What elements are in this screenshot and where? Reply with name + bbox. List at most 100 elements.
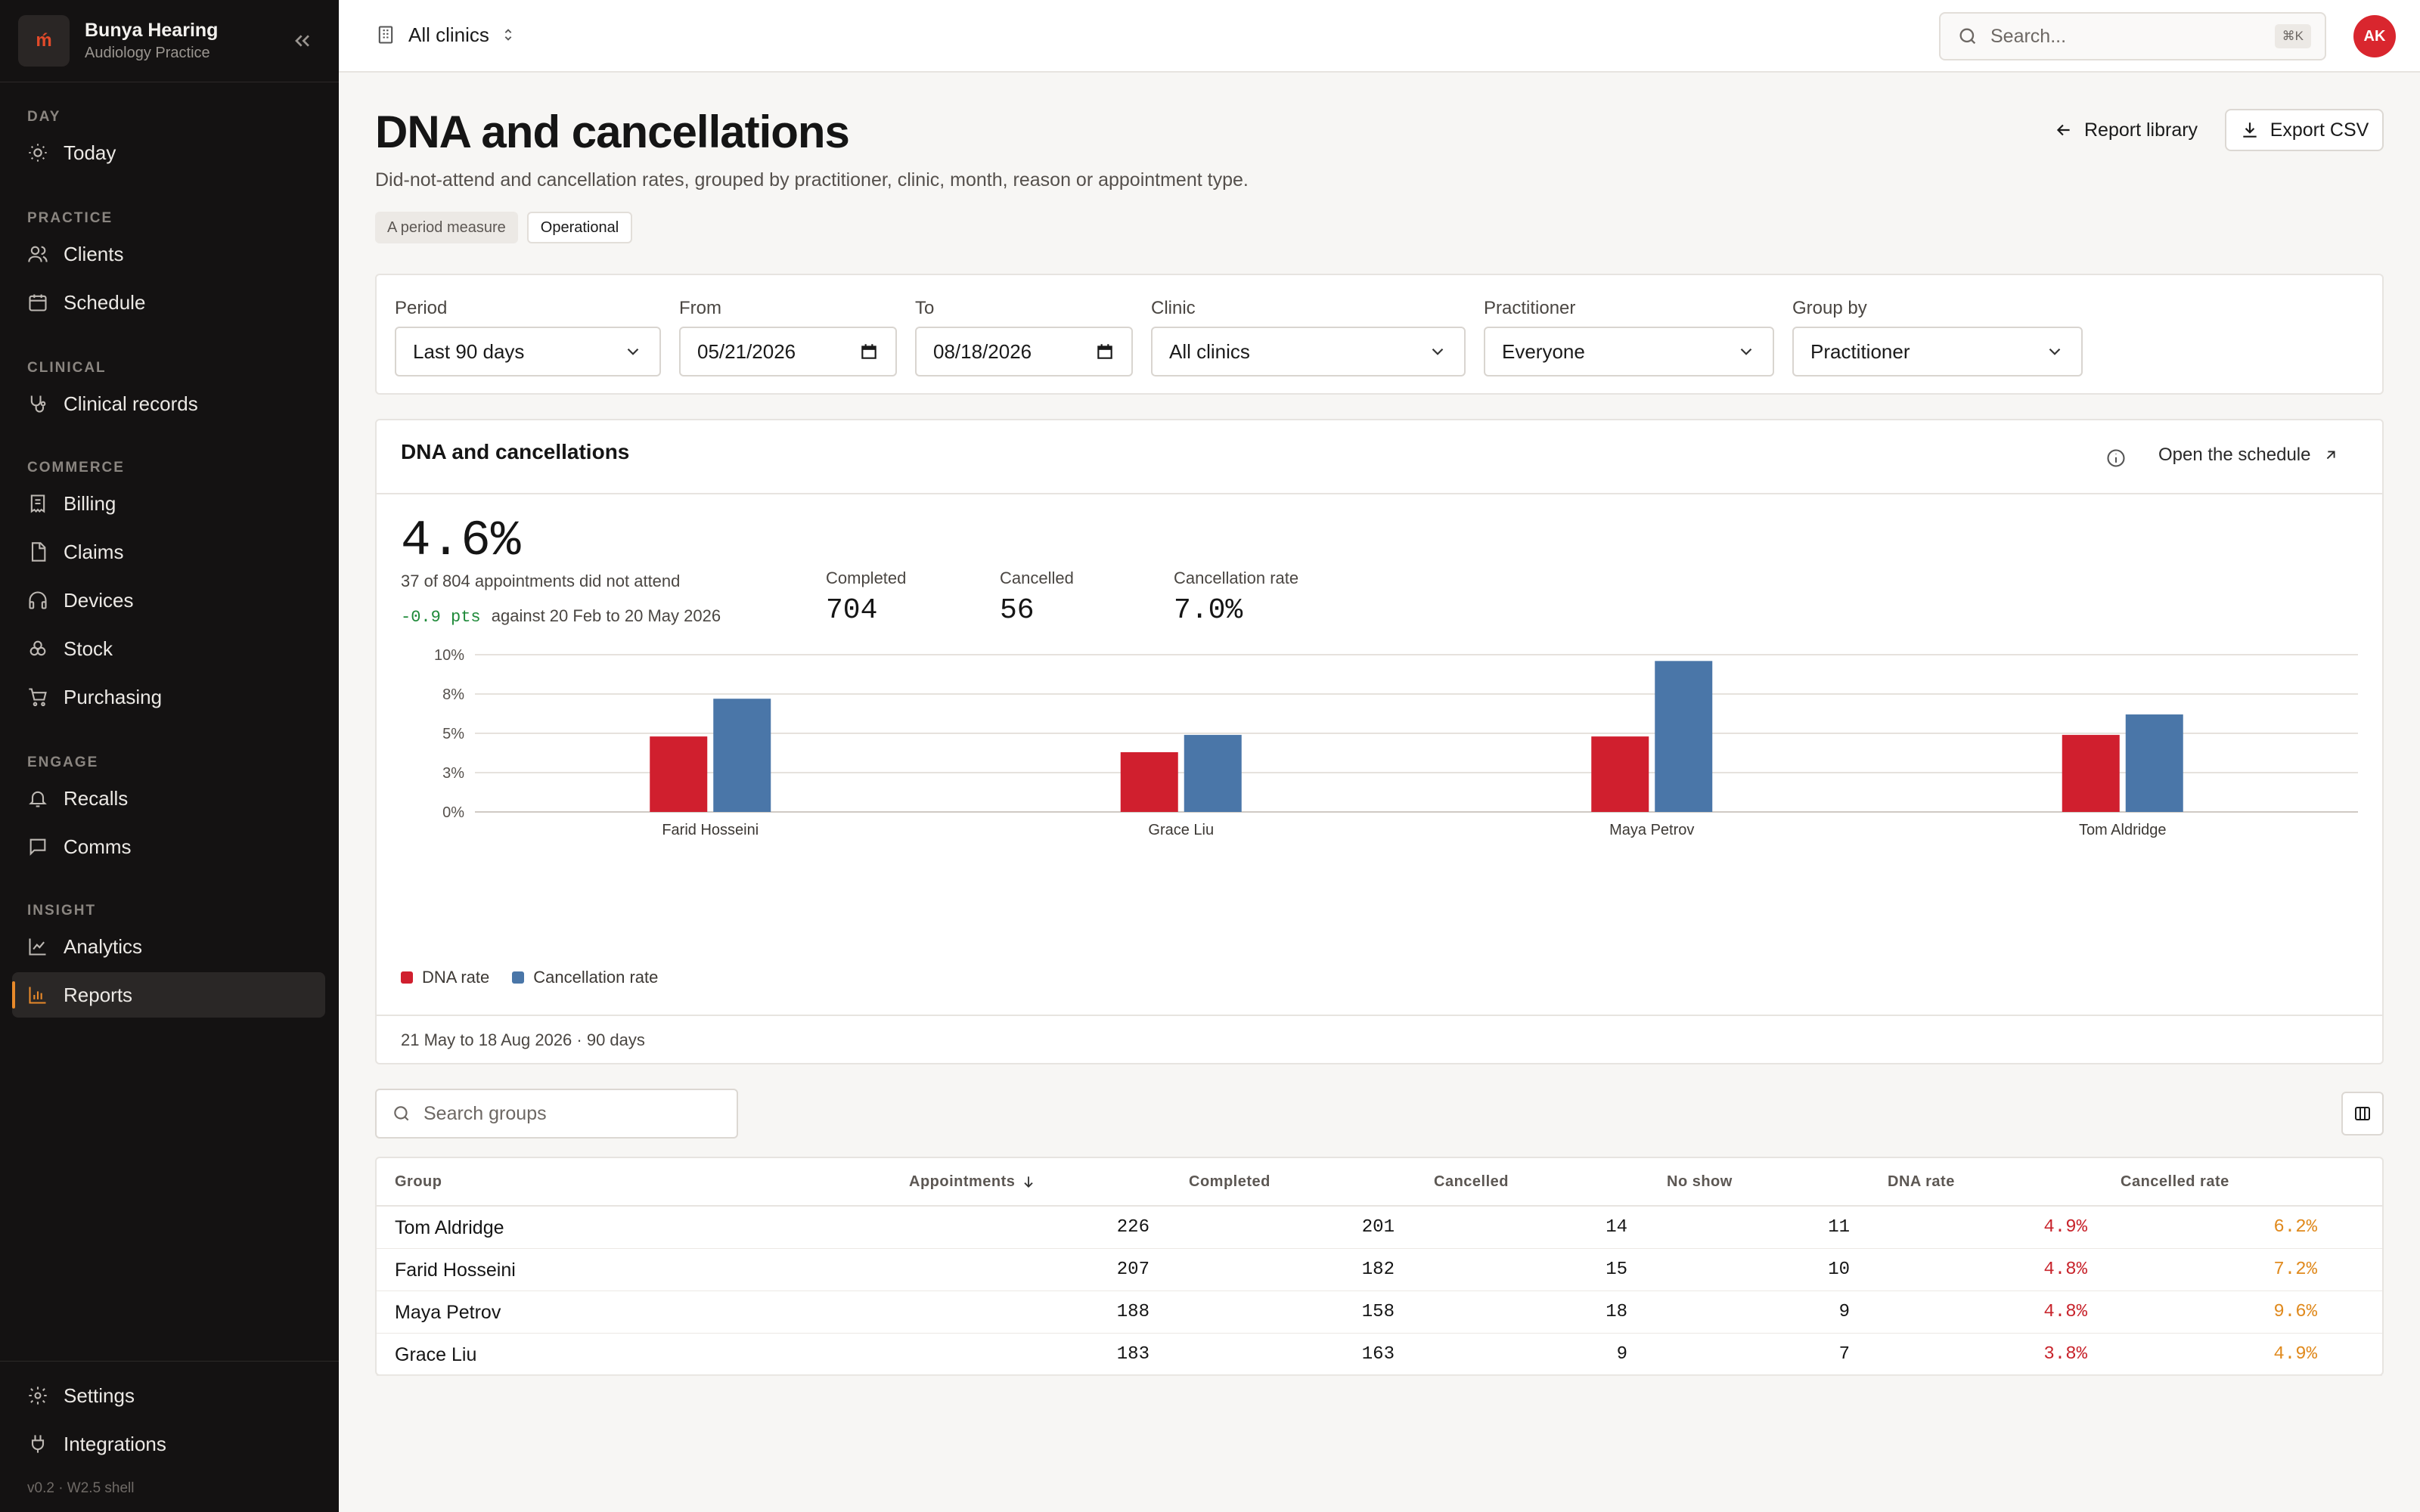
export-csv-label: Export CSV	[2270, 119, 2369, 141]
brand[interactable]: ḿ Bunya Hearing Audiology Practice	[18, 15, 321, 67]
legend-swatch	[401, 971, 413, 984]
sidebar-item-label: Integrations	[64, 1432, 166, 1455]
tag-period-measure: A period measure	[375, 212, 518, 243]
collapse-sidebar-icon[interactable]	[290, 29, 315, 53]
sidebar-item-label: Today	[64, 141, 116, 164]
results-table: Group Appointments Completed Cancelled N…	[375, 1157, 2384, 1376]
search-groups-placeholder: Search groups	[424, 1102, 547, 1124]
legend-item-dna: DNA rate	[401, 968, 489, 987]
sidebar-item-clients[interactable]: Clients	[12, 231, 325, 277]
sidebar-item-reports[interactable]: Reports	[12, 972, 325, 1018]
sidebar-item-label: Schedule	[64, 290, 146, 314]
col-header-completed[interactable]: Completed	[1189, 1173, 1270, 1190]
search-groups-input[interactable]: Search groups	[375, 1089, 738, 1139]
filter-practitioner: Practitioner Everyone	[1484, 298, 1774, 376]
sidebar-item-settings[interactable]: Settings	[12, 1373, 325, 1418]
kpi-delta: -0.9 pts against 20 Feb to 20 May 2026	[401, 606, 721, 627]
columns-icon	[2355, 1107, 2370, 1120]
info-icon[interactable]	[2105, 448, 2127, 469]
calendar-icon[interactable]	[859, 342, 879, 361]
to-date-value: 08/18/2026	[933, 339, 1032, 363]
building-icon	[378, 26, 393, 44]
page-title: DNA and cancellations	[375, 107, 850, 157]
table-cell: 207	[1116, 1259, 1150, 1280]
col-header-group[interactable]: Group	[395, 1173, 442, 1190]
from-date-input[interactable]: 05/21/2026	[679, 327, 897, 376]
y-tick-label: 0%	[442, 804, 464, 821]
stat-value: 7.0%	[1174, 594, 1243, 627]
col-header-label: Appointments	[909, 1173, 1016, 1190]
col-header-no-show[interactable]: No show	[1667, 1173, 1733, 1190]
section-engage: ENGAGE	[27, 754, 99, 770]
filter-label: From	[679, 298, 721, 318]
sidebar-item-clinical-records[interactable]: Clinical records	[12, 381, 325, 426]
sidebar-item-integrations[interactable]: Integrations	[12, 1421, 325, 1467]
sidebar-item-schedule[interactable]: Schedule	[12, 280, 325, 325]
columns-toggle-button[interactable]	[2341, 1092, 2384, 1136]
cell-group: Grace Liu	[395, 1344, 477, 1365]
chevron-down-icon	[627, 348, 639, 355]
report-library-button[interactable]: Report library	[2054, 109, 2198, 151]
x-tick-label: Tom Aldridge	[2079, 822, 2167, 838]
open-schedule-link[interactable]: Open the schedule	[2158, 445, 2339, 466]
bar-chart-icon	[29, 987, 46, 1004]
sidebar-item-analytics[interactable]: Analytics	[12, 924, 325, 969]
col-header-dna-rate[interactable]: DNA rate	[1888, 1173, 1955, 1190]
calendar-icon[interactable]	[1095, 342, 1115, 361]
sidebar-item-label: Claims	[64, 540, 124, 563]
sidebar-item-label: Clinical records	[64, 392, 198, 415]
table-cell: 4.8%	[2043, 1259, 2087, 1280]
sidebar-item-recalls[interactable]: Recalls	[12, 776, 325, 821]
stat-label: Completed	[826, 569, 907, 587]
sidebar-item-devices[interactable]: Devices	[12, 578, 325, 623]
sun-icon	[29, 144, 47, 162]
table-row[interactable]: Maya Petrov 188 158 18 9 4.8% 9.6%	[377, 1291, 2382, 1334]
filter-bar: Period Last 90 days From 05/21/2026 To 0…	[375, 274, 2384, 395]
sidebar-item-label: Recalls	[64, 786, 129, 810]
table-cell: 163	[1361, 1344, 1395, 1365]
sidebar-item-purchasing[interactable]: Purchasing	[12, 674, 325, 720]
sidebar-item-label: Settings	[64, 1383, 135, 1407]
practitioner-select[interactable]: Everyone	[1484, 327, 1774, 376]
cell-group: Farid Hosseini	[395, 1259, 516, 1281]
table-cell: 11	[1828, 1217, 1850, 1238]
table-row[interactable]: Farid Hosseini 207 182 15 10 4.8% 7.2%	[377, 1249, 2382, 1291]
file-icon	[31, 542, 46, 562]
global-search-input[interactable]: Search... ⌘K	[1939, 12, 2326, 60]
report-library-label: Report library	[2084, 119, 2198, 141]
table-cell: 182	[1361, 1259, 1395, 1280]
sidebar-item-comms[interactable]: Comms	[12, 824, 325, 869]
sidebar-item-label: Devices	[64, 588, 134, 612]
sidebar-item-billing[interactable]: Billing	[12, 481, 325, 526]
tag-operational: Operational	[526, 212, 633, 243]
col-header-cancelled[interactable]: Cancelled	[1434, 1173, 1509, 1190]
sidebar-item-stock[interactable]: Stock	[12, 626, 325, 671]
report-card: DNA and cancellations Open the schedule …	[375, 419, 2384, 1064]
cart-icon	[29, 688, 47, 707]
export-csv-button[interactable]: Export CSV	[2225, 109, 2384, 151]
chevron-updown-icon	[504, 29, 512, 41]
sidebar-item-claims[interactable]: Claims	[12, 529, 325, 575]
clinic-switcher[interactable]: All clinics	[375, 18, 517, 51]
period-select[interactable]: Last 90 days	[395, 327, 661, 376]
search-placeholder: Search...	[1990, 25, 2067, 47]
to-date-input[interactable]: 08/18/2026	[915, 327, 1133, 376]
stat-cancelled: Cancelled 56	[1000, 569, 1074, 627]
page-description: Did-not-attend and cancellation rates, g…	[375, 169, 1249, 191]
col-header-cancelled-rate[interactable]: Cancelled rate	[2121, 1173, 2229, 1190]
table-row[interactable]: Tom Aldridge 226 201 14 11 4.9% 6.2%	[377, 1207, 2382, 1249]
bell-icon	[29, 791, 47, 807]
clinic-switcher-label: All clinics	[408, 23, 489, 46]
clinic-select[interactable]: All clinics	[1151, 327, 1466, 376]
calendar-icon	[29, 294, 47, 311]
y-tick-label: 8%	[442, 686, 464, 703]
col-header-appointments[interactable]: Appointments	[909, 1173, 1036, 1191]
group-by-select[interactable]: Practitioner	[1792, 327, 2083, 376]
sidebar-item-today[interactable]: Today	[12, 130, 325, 175]
table-row[interactable]: Grace Liu 183 163 9 7 3.8% 4.9%	[377, 1334, 2382, 1376]
y-tick-label: 5%	[442, 726, 464, 742]
filter-label: Practitioner	[1484, 298, 1576, 318]
sidebar-item-label: Analytics	[64, 934, 143, 958]
avatar[interactable]: AK	[2353, 15, 2396, 57]
cell-group: Tom Aldridge	[395, 1217, 504, 1238]
